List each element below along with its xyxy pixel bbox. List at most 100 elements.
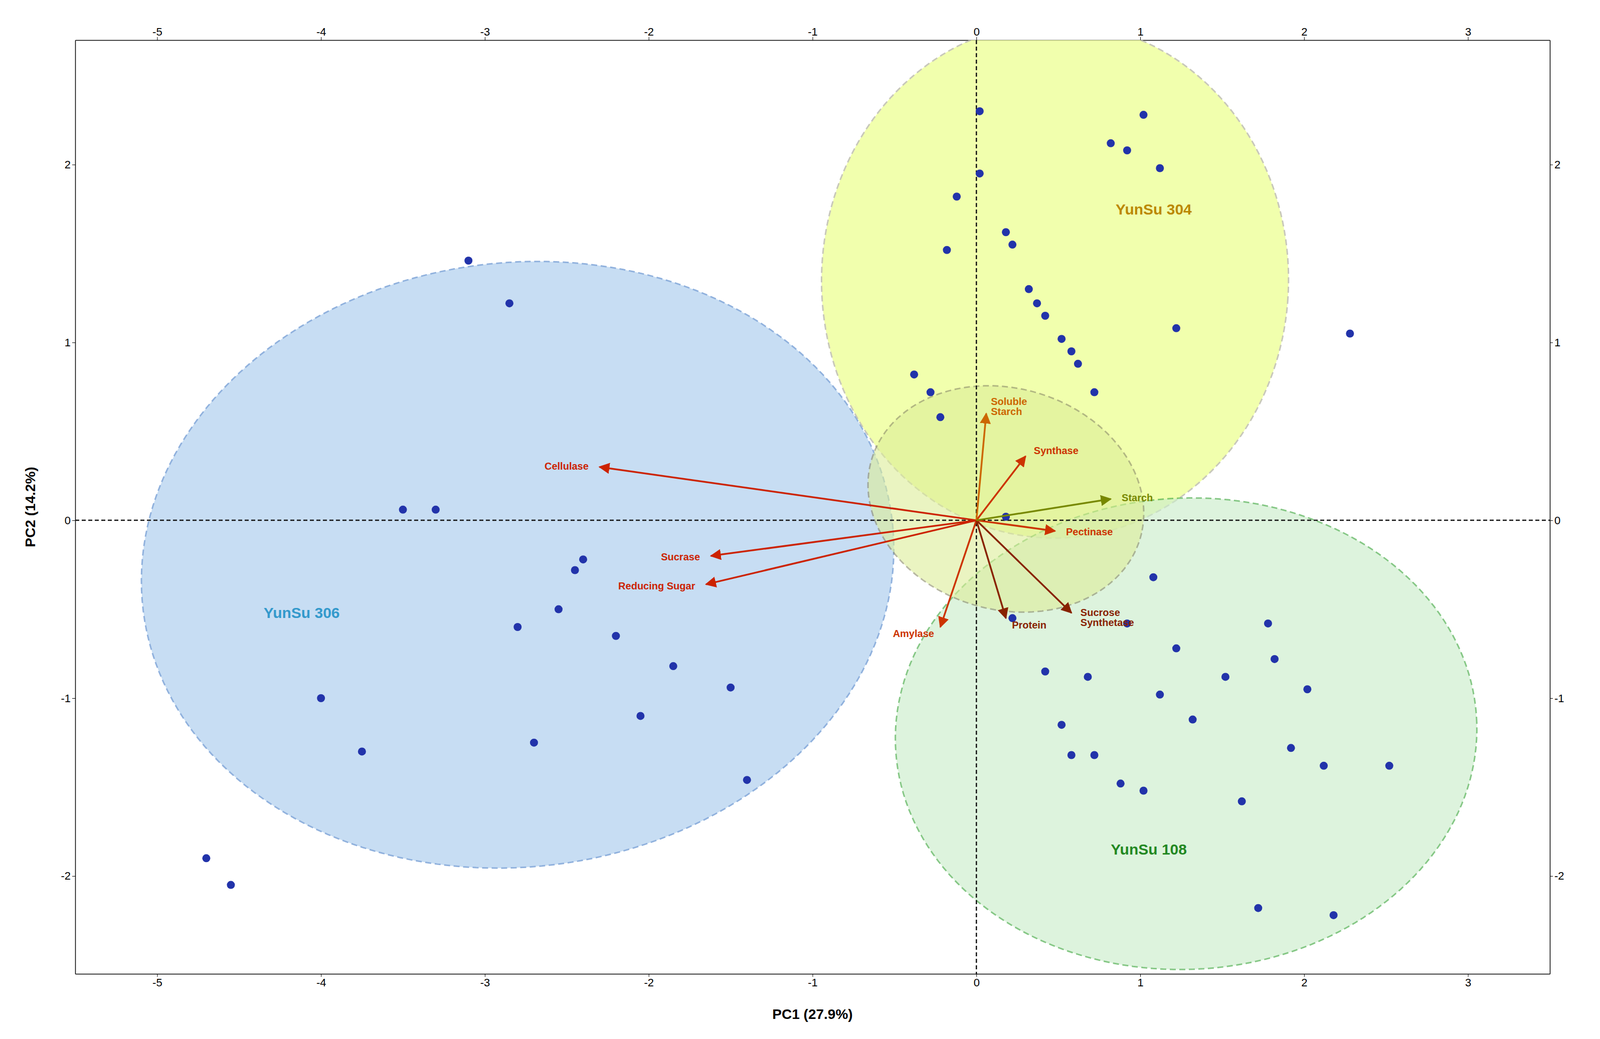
x-axis-top: -5-4-3-2-10123 bbox=[75, 25, 1551, 41]
point bbox=[1155, 163, 1164, 172]
axis-line bbox=[75, 40, 77, 975]
tick-label: 1 bbox=[1137, 25, 1144, 39]
tick-label: -4 bbox=[316, 25, 327, 39]
arrow-label: Pectinase bbox=[1065, 526, 1113, 538]
tick-mark bbox=[1549, 342, 1553, 343]
arrow bbox=[710, 520, 977, 557]
arrow bbox=[599, 467, 977, 521]
tick-label: -2 bbox=[60, 869, 71, 883]
arrow-label-line: Cellulase bbox=[544, 460, 589, 472]
arrow-labels: Cellulase Sucrase Reducing Sugar Amylase Pro… bbox=[544, 396, 1153, 640]
arrow-label: Sucrase bbox=[660, 551, 700, 563]
arrow-label-line: Synthetase bbox=[1080, 617, 1135, 629]
tick-label: 0 bbox=[64, 514, 71, 527]
tick: -5 bbox=[152, 974, 163, 990]
point bbox=[1188, 716, 1197, 725]
series bbox=[202, 256, 751, 890]
point bbox=[743, 776, 752, 785]
point bbox=[1090, 388, 1099, 397]
arrow-label-line: Soluble bbox=[990, 396, 1027, 408]
x-axis-title: PC1 (27.9%) bbox=[772, 1006, 853, 1023]
point bbox=[910, 370, 919, 379]
ellipse bbox=[867, 386, 1144, 613]
point bbox=[1083, 672, 1092, 681]
point bbox=[1090, 751, 1099, 760]
arrow bbox=[705, 520, 977, 585]
annotation: YunSu 304 bbox=[1115, 201, 1192, 218]
tick: -1 bbox=[1549, 692, 1565, 705]
point bbox=[1270, 655, 1279, 664]
tick: 2 bbox=[1301, 974, 1308, 990]
tick: -5 bbox=[152, 25, 163, 41]
arrow bbox=[976, 520, 1072, 614]
arrow bbox=[976, 520, 1055, 531]
point bbox=[1057, 334, 1066, 343]
tick-label: 1 bbox=[64, 336, 71, 349]
y-axis-right: -2-1012 bbox=[1549, 40, 1565, 975]
tick-label: -3 bbox=[480, 25, 491, 39]
arrow-label: Synthase bbox=[1033, 445, 1079, 457]
point bbox=[1329, 911, 1338, 920]
tick-label: 0 bbox=[973, 25, 980, 39]
arrow-label-line: Amylase bbox=[893, 628, 935, 640]
tick: -2 bbox=[1549, 869, 1565, 883]
tick-label: -1 bbox=[807, 25, 818, 39]
point bbox=[505, 299, 514, 308]
tick: 3 bbox=[1465, 974, 1472, 990]
point bbox=[1237, 797, 1247, 806]
tick: -2 bbox=[643, 25, 654, 41]
point bbox=[1067, 347, 1076, 356]
point bbox=[936, 413, 945, 422]
tick-label: 2 bbox=[64, 158, 71, 171]
reference-line bbox=[75, 519, 1550, 522]
point bbox=[1345, 329, 1354, 338]
tick: 1 bbox=[1137, 25, 1144, 41]
tick: -4 bbox=[316, 25, 327, 41]
arrow-label: Starch bbox=[1121, 492, 1153, 504]
point bbox=[1074, 360, 1083, 369]
annotation: YunSu 108 bbox=[1110, 841, 1187, 858]
tick-label: -2 bbox=[643, 976, 654, 990]
point bbox=[316, 694, 325, 703]
point bbox=[513, 623, 522, 632]
tick-label: -1 bbox=[60, 692, 71, 705]
plot-area: -5-4-3-2-10123-5-4-3-2-10123-2-1012-2-10… bbox=[60, 22, 1564, 990]
x-axis-bottom: -5-4-3-2-10123 bbox=[75, 974, 1551, 990]
point bbox=[975, 169, 984, 178]
tick-label: 0 bbox=[973, 976, 980, 990]
tick-label: 1 bbox=[1554, 336, 1561, 349]
tick: 1 bbox=[1549, 336, 1561, 349]
tick: 0 bbox=[973, 974, 980, 990]
tick-mark bbox=[1549, 876, 1553, 877]
point bbox=[1254, 904, 1263, 913]
tick-label: 1 bbox=[1137, 976, 1144, 990]
point bbox=[636, 712, 645, 721]
tick-label: -1 bbox=[1554, 692, 1565, 705]
tick-label: 3 bbox=[1465, 976, 1472, 990]
tick-label: -2 bbox=[643, 25, 654, 39]
tick: 3 bbox=[1465, 25, 1472, 41]
point bbox=[579, 555, 588, 564]
arrow-label-line: Sucrase bbox=[660, 551, 700, 563]
y-axis-left: -2 -1 0 1 2 bbox=[60, 40, 76, 975]
arrow-label: SucroseSynthetase bbox=[1080, 607, 1135, 629]
point bbox=[554, 605, 563, 614]
point bbox=[1264, 619, 1273, 628]
tick: -1 bbox=[60, 692, 76, 705]
arrow bbox=[976, 456, 1026, 521]
point bbox=[1024, 285, 1033, 294]
point bbox=[1319, 762, 1328, 771]
tick: -1 bbox=[807, 25, 818, 41]
series bbox=[1001, 512, 1394, 920]
arrow-label-line: Starch bbox=[990, 406, 1022, 418]
point bbox=[399, 505, 408, 514]
arrow-label-line: Protein bbox=[1011, 619, 1047, 631]
point bbox=[611, 632, 620, 641]
annotation: YunSu 306 bbox=[263, 604, 340, 622]
tick-label: 2 bbox=[1301, 976, 1308, 990]
point bbox=[952, 192, 961, 201]
arrow-label: SolubleStarch bbox=[990, 396, 1027, 418]
arrow-label-line: Reducing Sugar bbox=[618, 580, 696, 592]
point bbox=[1139, 110, 1148, 119]
point bbox=[529, 739, 539, 748]
